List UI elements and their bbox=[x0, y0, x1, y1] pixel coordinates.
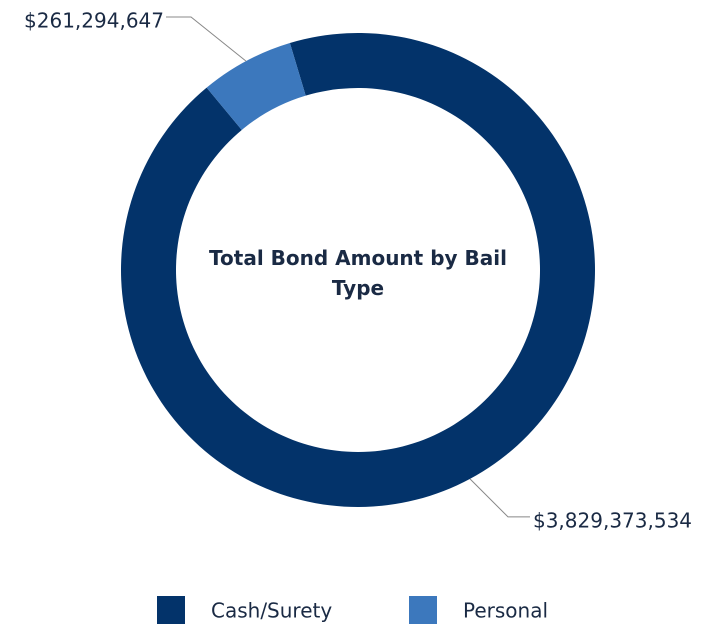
leader-line bbox=[469, 478, 530, 518]
legend-swatch bbox=[409, 596, 437, 624]
leader-line bbox=[166, 16, 247, 62]
legend-label: Cash/Surety bbox=[211, 599, 332, 623]
legend-swatch bbox=[157, 596, 185, 624]
data-label: $3,829,373,534 bbox=[533, 508, 692, 532]
data-label: $261,294,647 bbox=[24, 9, 164, 33]
legend-label: Personal bbox=[463, 599, 548, 623]
chart-title: Total Bond Amount by Bail Type bbox=[209, 246, 507, 300]
donut-segment bbox=[206, 42, 306, 130]
